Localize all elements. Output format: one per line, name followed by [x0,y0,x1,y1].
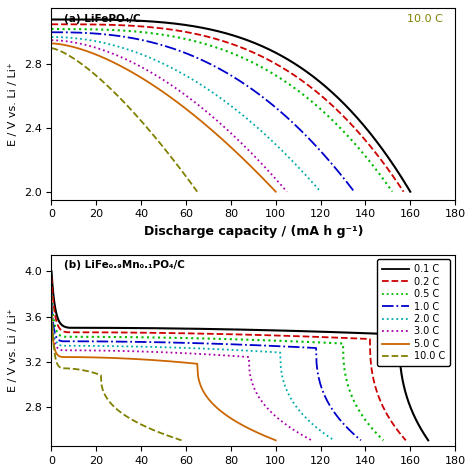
Line: 5.0 C: 5.0 C [52,322,276,440]
0.5 C [129,334,135,340]
Text: (a) LiFePO₄/C: (a) LiFePO₄/C [64,14,140,24]
3.0 C [49,311,55,317]
Line: 0.2 C: 0.2 C [52,277,406,440]
0.1 C [49,269,55,274]
10.0 C [69,366,75,372]
3.0 C [192,351,198,356]
2.0 C [170,345,176,350]
1.0 C [189,340,194,346]
0.5 C [152,335,157,340]
3.0 C [309,438,314,443]
2.0 C [331,438,337,443]
5.0 C [128,356,134,362]
0.1 C [129,325,135,331]
2.0 C [49,306,55,311]
10.0 C [79,367,85,373]
0.2 C [218,331,224,337]
0.1 C [302,328,308,334]
0.2 C [280,333,286,338]
0.5 C [51,316,56,321]
1.0 C [241,342,246,347]
0.5 C [115,334,121,340]
1.0 C [108,339,114,345]
Y-axis label: E / V vs. Li / Li⁺: E / V vs. Li / Li⁺ [9,309,18,392]
5.0 C [92,355,98,360]
0.5 C [203,336,209,341]
3.0 C [50,331,56,337]
0.1 C [173,326,178,331]
3.0 C [105,348,110,354]
2.0 C [130,344,136,349]
1.0 C [49,300,55,306]
Line: 0.1 C: 0.1 C [52,272,428,440]
5.0 C [49,319,55,325]
10.0 C [72,366,78,372]
0.2 C [137,330,143,336]
0.2 C [162,330,167,336]
5.0 C [85,355,91,360]
1.0 C [121,339,127,345]
2.0 C [112,343,118,349]
0.2 C [51,304,57,310]
10.0 C [67,365,73,371]
Line: 0.5 C: 0.5 C [52,297,383,440]
0.5 C [261,337,266,343]
10.0 C [49,302,55,308]
3.0 C [155,349,160,355]
10.0 C [87,369,93,374]
0.1 C [234,327,239,332]
Line: 10.0 C: 10.0 C [52,305,182,440]
5.0 C [50,338,56,344]
0.1 C [51,299,57,305]
10.0 C [50,336,56,342]
5.0 C [156,357,162,363]
Line: 1.0 C: 1.0 C [52,303,361,440]
2.0 C [215,346,221,352]
0.1 C [425,438,431,443]
0.5 C [49,294,55,300]
Text: 10.0 C: 10.0 C [407,14,443,24]
1.0 C [358,438,364,443]
10.0 C [179,438,184,443]
Y-axis label: E / V vs. Li / Li⁺: E / V vs. Li / Li⁺ [9,62,18,146]
0.2 C [122,330,128,336]
Text: (b) LiFe₀.₉Mn₀.₁PO₄/C: (b) LiFe₀.₉Mn₀.₁PO₄/C [64,260,184,270]
0.1 C [146,325,152,331]
3.0 C [95,348,101,354]
0.2 C [403,438,409,443]
1.0 C [50,321,56,327]
Legend: 0.1 C, 0.2 C, 0.5 C, 1.0 C, 2.0 C, 3.0 C, 5.0 C, 10.0 C: 0.1 C, 0.2 C, 0.5 C, 1.0 C, 2.0 C, 3.0 C… [377,259,450,366]
5.0 C [103,355,109,361]
5.0 C [273,438,279,443]
2.0 C [50,326,56,331]
X-axis label: Discharge capacity / (mA h g⁻¹): Discharge capacity / (mA h g⁻¹) [144,225,363,238]
0.2 C [49,274,55,280]
Line: 2.0 C: 2.0 C [52,309,334,440]
0.5 C [381,438,386,443]
1.0 C [141,339,147,345]
Line: 3.0 C: 3.0 C [52,314,311,440]
2.0 C [101,343,107,349]
3.0 C [120,348,126,354]
